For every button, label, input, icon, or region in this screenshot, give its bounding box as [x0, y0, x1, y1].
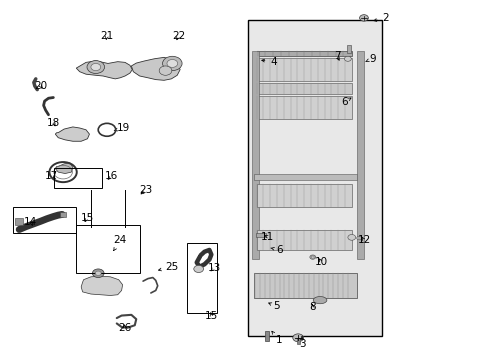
Text: 5: 5	[268, 301, 279, 311]
Text: 4: 4	[261, 57, 277, 67]
Bar	[251, 51, 259, 259]
Bar	[296, 338, 299, 344]
Polygon shape	[55, 163, 73, 174]
Text: 20: 20	[34, 81, 47, 91]
Text: 26: 26	[118, 323, 131, 333]
Bar	[256, 58, 351, 81]
Circle shape	[193, 265, 203, 273]
Text: 21: 21	[100, 31, 113, 41]
Circle shape	[309, 255, 315, 259]
Circle shape	[344, 56, 350, 61]
Circle shape	[166, 59, 177, 67]
Bar	[60, 212, 66, 217]
Bar	[256, 83, 351, 94]
Text: 19: 19	[114, 123, 130, 133]
Bar	[76, 225, 140, 273]
Circle shape	[359, 15, 367, 21]
Circle shape	[311, 256, 314, 258]
Circle shape	[292, 334, 303, 342]
Text: 15: 15	[81, 213, 94, 222]
Bar	[248, 21, 382, 336]
Bar	[356, 51, 363, 259]
Text: 10: 10	[314, 257, 327, 267]
Polygon shape	[81, 276, 122, 296]
Text: 1: 1	[271, 331, 282, 345]
Polygon shape	[313, 297, 326, 304]
Text: 14: 14	[24, 217, 38, 227]
Bar	[256, 51, 351, 56]
Text: 25: 25	[158, 262, 179, 272]
Text: 9: 9	[365, 54, 375, 64]
Circle shape	[92, 269, 104, 278]
Bar	[15, 219, 22, 225]
Bar	[346, 45, 350, 53]
Text: 2: 2	[373, 13, 388, 23]
Text: 12: 12	[357, 235, 370, 245]
Bar	[254, 273, 356, 298]
Bar	[254, 174, 356, 180]
Text: 24: 24	[113, 235, 126, 251]
Text: 17: 17	[45, 171, 59, 181]
Text: 8: 8	[309, 302, 315, 312]
Circle shape	[87, 60, 104, 73]
Bar	[54, 168, 102, 188]
Text: 6: 6	[341, 97, 350, 107]
Bar	[255, 233, 266, 237]
Circle shape	[356, 236, 361, 240]
Text: 15: 15	[204, 311, 218, 320]
Circle shape	[347, 234, 355, 240]
Text: 18: 18	[47, 118, 60, 128]
Polygon shape	[131, 57, 180, 80]
Text: 23: 23	[139, 185, 152, 195]
Circle shape	[95, 271, 101, 275]
Text: 13: 13	[207, 263, 221, 273]
Text: 16: 16	[105, 171, 118, 181]
Polygon shape	[55, 127, 89, 141]
Text: 7: 7	[333, 51, 340, 61]
Text: 22: 22	[172, 31, 185, 41]
Bar	[13, 207, 76, 233]
Bar	[256, 184, 351, 207]
Bar	[186, 243, 217, 313]
Circle shape	[159, 66, 171, 75]
Text: 11: 11	[261, 232, 274, 242]
Text: 6: 6	[270, 245, 283, 255]
Circle shape	[162, 56, 182, 71]
Circle shape	[91, 63, 101, 71]
Bar	[256, 230, 351, 250]
Bar	[265, 331, 269, 341]
Bar	[256, 96, 351, 119]
Text: 3: 3	[298, 336, 305, 349]
Polygon shape	[76, 61, 132, 79]
